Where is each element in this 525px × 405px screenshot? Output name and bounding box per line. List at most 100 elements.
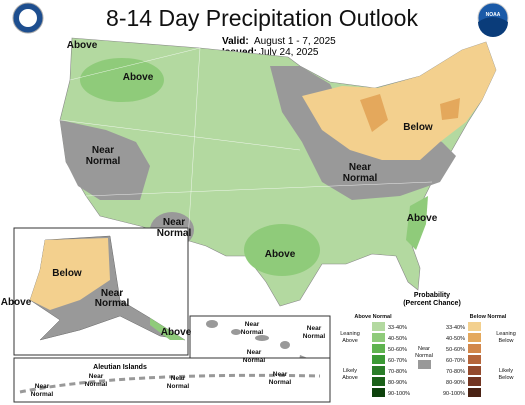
- valid-label: Valid:: [222, 36, 249, 47]
- below-range: 70-80%: [446, 369, 465, 375]
- above-range: 50-60%: [388, 347, 407, 353]
- label: Near Normal: [243, 349, 266, 364]
- noaa-wave: [478, 17, 508, 37]
- legend-title: Probability (Percent Chance): [403, 292, 461, 307]
- legend-title-line: Probability: [414, 292, 450, 299]
- label-line: Near: [273, 371, 288, 378]
- above-swatch: [372, 355, 385, 364]
- legend-group-line: Likely: [343, 368, 357, 374]
- above-header: Above Normal: [354, 314, 392, 320]
- below-range: 33-40%: [446, 325, 465, 331]
- valid-date: August 1 - 7, 2025: [254, 36, 336, 47]
- label-line: Near: [171, 375, 186, 382]
- issued-date: July 24, 2025: [259, 47, 319, 58]
- legend-group-line: Leaning: [496, 331, 516, 337]
- label-line: Near: [247, 349, 262, 356]
- conus: [59, 37, 497, 307]
- label-line: Below: [403, 122, 433, 133]
- label-line: Normal: [303, 333, 326, 340]
- title: 8-14 Day Precipitation Outlook: [106, 5, 418, 31]
- legend-group-line: Leaning: [340, 331, 360, 337]
- below-swatch: [468, 355, 481, 364]
- label: Near Normal: [95, 288, 130, 309]
- label-line: Above: [407, 213, 438, 224]
- label-line: Normal: [31, 391, 54, 398]
- label: Above: [1, 297, 32, 308]
- legend: Probability (Percent Chance) Above Normal B…: [340, 292, 516, 397]
- label-line: Normal: [241, 329, 264, 336]
- above-range: 70-80%: [388, 369, 407, 375]
- above-range: 90-100%: [388, 391, 410, 397]
- label-line: Near: [245, 321, 260, 328]
- label-line: Near: [89, 373, 104, 380]
- above-range: 60-70%: [388, 358, 407, 364]
- legend-group: Likely Above: [342, 368, 358, 381]
- legend-group: Near Normal: [415, 346, 433, 359]
- legend-title-line: (Percent Chance): [403, 300, 461, 307]
- above-swatch: [372, 388, 385, 397]
- below-range: 80-90%: [446, 380, 465, 386]
- label: Below: [52, 268, 82, 279]
- label-line: Above: [123, 72, 154, 83]
- label: Near Normal: [85, 373, 108, 388]
- above-swatch: [372, 333, 385, 342]
- below-swatch: [468, 377, 481, 386]
- label-line: Normal: [167, 383, 190, 390]
- label: Above: [407, 213, 438, 224]
- label-line: Normal: [157, 228, 192, 239]
- aleutian-islands: [19, 373, 321, 394]
- label: Near Normal: [269, 371, 292, 386]
- label: Above: [265, 249, 296, 260]
- below-swatch: [468, 388, 481, 397]
- label-line: Near: [163, 217, 185, 228]
- below-swatch: [468, 366, 481, 375]
- label-line: Above: [265, 249, 296, 260]
- label: Near Normal: [31, 383, 54, 398]
- label: Near Normal: [303, 325, 326, 340]
- above-swatch: [372, 344, 385, 353]
- near-normal-swatch: [418, 360, 431, 369]
- below-header: Below Normal: [470, 314, 507, 320]
- above-range: 40-50%: [388, 336, 407, 342]
- label-line: Near: [92, 145, 114, 156]
- label: Below: [403, 122, 433, 133]
- label-line: Normal: [86, 156, 121, 167]
- label-line: Near: [35, 383, 50, 390]
- label-line: Normal: [85, 381, 108, 388]
- label-line: Normal: [95, 298, 130, 309]
- legend-group: Leaning Above: [340, 331, 360, 344]
- legend-group-line: Below: [499, 338, 514, 344]
- below-range: 90-100%: [443, 391, 465, 397]
- label: Near Normal: [167, 375, 190, 390]
- below-range: 60-70%: [446, 358, 465, 364]
- aleutian-title: Aleutian Islands: [93, 364, 147, 371]
- legend-group: Leaning Below: [496, 331, 516, 344]
- above-swatch: [372, 322, 385, 331]
- legend-group-line: Above: [342, 375, 358, 381]
- label-line: Below: [52, 268, 82, 279]
- legend-group-line: Likely: [499, 368, 513, 374]
- label: Above: [123, 72, 154, 83]
- label-line: Normal: [269, 379, 292, 386]
- below-swatch: [468, 322, 481, 331]
- doc-logo-inner: [19, 9, 37, 27]
- legend-group-line: Below: [499, 375, 514, 381]
- label-line: Normal: [243, 357, 266, 364]
- label: Near Normal: [241, 321, 264, 336]
- above-range: 33-40%: [388, 325, 407, 331]
- alaska-above: [150, 318, 185, 340]
- noaa-text: NOAA: [486, 12, 501, 18]
- label: Above: [161, 327, 192, 338]
- below-swatch: [468, 333, 481, 342]
- above-range: 80-90%: [388, 380, 407, 386]
- below-range: 40-50%: [446, 336, 465, 342]
- legend-group-line: Normal: [415, 353, 433, 359]
- below-swatch: [468, 344, 481, 353]
- below-range: 50-60%: [446, 347, 465, 353]
- aleutian-panel: [13, 357, 331, 403]
- label-line: Near: [101, 288, 123, 299]
- legend-group: Likely Below: [499, 368, 514, 381]
- label-line: Near: [349, 162, 371, 173]
- alaska-below: [30, 238, 110, 310]
